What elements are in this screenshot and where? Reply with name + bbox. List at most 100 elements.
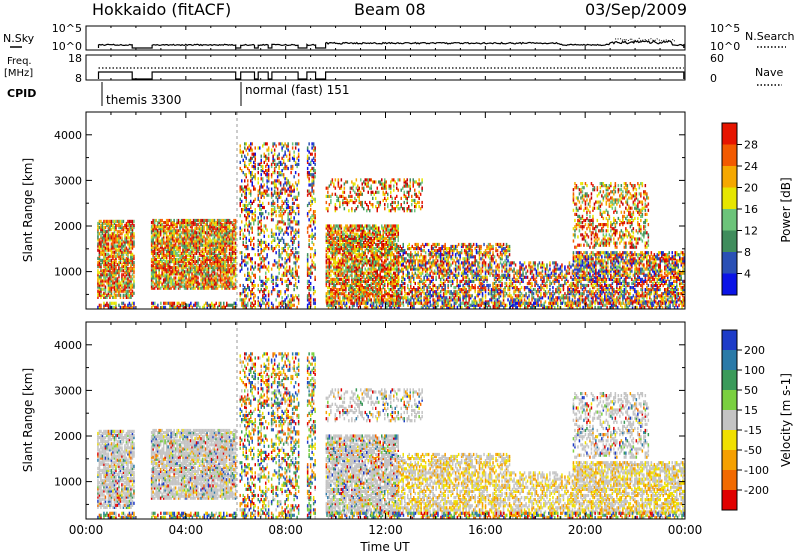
- power-cell: [364, 290, 366, 294]
- power-cell: [250, 277, 252, 281]
- power-cell: [177, 272, 180, 276]
- power-cell: [156, 280, 159, 284]
- power-cell: [207, 266, 210, 270]
- power-cell: [390, 269, 392, 273]
- power-cell: [375, 247, 377, 251]
- power-cell: [351, 273, 353, 277]
- power-cell: [370, 263, 372, 267]
- power-cell: [314, 298, 316, 302]
- power-cell: [270, 150, 273, 154]
- power-cell: [127, 258, 129, 262]
- power-cell: [284, 162, 286, 166]
- power-cell: [218, 227, 220, 231]
- power-cell: [372, 271, 374, 275]
- power-cell: [250, 257, 252, 261]
- power-cell: [290, 166, 292, 171]
- power-cell: [130, 285, 132, 289]
- power-cell: [363, 261, 365, 265]
- power-cell: [247, 283, 249, 288]
- power-cell: [101, 226, 104, 230]
- power-cell: [155, 235, 157, 239]
- power-cell: [381, 224, 383, 228]
- power-cell: [388, 288, 390, 292]
- power-cell: [254, 214, 256, 218]
- power-cell: [107, 226, 110, 230]
- power-cell: [297, 244, 300, 249]
- power-cell: [382, 275, 384, 279]
- power-cell: [247, 273, 249, 277]
- power-cell: [191, 282, 193, 286]
- power-cell: [396, 279, 398, 283]
- power-cell: [131, 273, 134, 277]
- power-cell: [239, 197, 241, 201]
- power-cell: [390, 271, 392, 275]
- power-cell: [333, 296, 335, 300]
- power-cell: [150, 227, 153, 231]
- power-cell: [327, 298, 329, 302]
- power-cell: [244, 179, 246, 183]
- power-cell: [378, 232, 380, 236]
- power-cell: [215, 249, 217, 253]
- power-cell: [387, 281, 389, 286]
- power-cell: [100, 228, 102, 232]
- power-cell: [266, 277, 268, 281]
- power-cell: [179, 278, 181, 282]
- power-cell: [294, 232, 297, 236]
- power-cell: [224, 278, 226, 282]
- power-cell: [397, 226, 399, 230]
- nsearch-tick-bottom: 10^0: [710, 40, 740, 53]
- power-cell: [367, 244, 369, 249]
- power-cell: [200, 218, 202, 223]
- power-cell: [366, 269, 368, 273]
- power-cell: [351, 240, 353, 244]
- power-cell: [257, 253, 259, 257]
- power-cell: [168, 280, 171, 284]
- power-cell: [330, 244, 332, 249]
- power-cell: [155, 229, 157, 233]
- power-cell: [97, 234, 99, 238]
- power-cell: [267, 234, 270, 238]
- power-cell: [241, 228, 243, 232]
- power-cell: [125, 256, 128, 260]
- power-cell: [158, 239, 160, 243]
- power-cell: [239, 283, 241, 288]
- power-cell: [213, 278, 216, 282]
- power-cell: [209, 233, 211, 237]
- power-cell: [245, 175, 247, 179]
- power-cell: [212, 266, 214, 270]
- power-cell: [345, 224, 347, 228]
- power-cell: [314, 158, 316, 162]
- power-cell: [260, 244, 262, 249]
- power-cell: [259, 146, 261, 150]
- power-cell: [218, 266, 220, 270]
- power-cell: [355, 292, 358, 296]
- power-cell: [192, 278, 195, 282]
- power-cell: [103, 236, 105, 240]
- power-cell: [287, 222, 289, 226]
- power-cell: [360, 226, 362, 230]
- power-cell: [97, 265, 99, 269]
- power-cell: [260, 203, 262, 208]
- power-cell: [367, 259, 369, 263]
- power-cell: [110, 287, 113, 291]
- power-cell: [195, 260, 198, 264]
- power-cell: [133, 236, 135, 240]
- power-cell: [370, 242, 372, 247]
- power-cell: [306, 279, 309, 283]
- power-cell: [250, 242, 252, 247]
- power-cell: [312, 210, 315, 214]
- power-cell: [130, 275, 132, 279]
- power-cell: [270, 228, 273, 232]
- power-cell: [165, 286, 168, 290]
- power-cell: [345, 236, 347, 240]
- power-cell: [306, 146, 309, 150]
- power-cell: [231, 239, 234, 243]
- power-cell: [276, 191, 279, 195]
- power-cell: [167, 223, 169, 227]
- power-cell: [106, 252, 108, 256]
- power-cell: [179, 247, 181, 251]
- power-cell: [106, 242, 108, 246]
- power-cell: [98, 256, 101, 260]
- power-cell: [241, 251, 243, 255]
- power-cell: [182, 264, 184, 268]
